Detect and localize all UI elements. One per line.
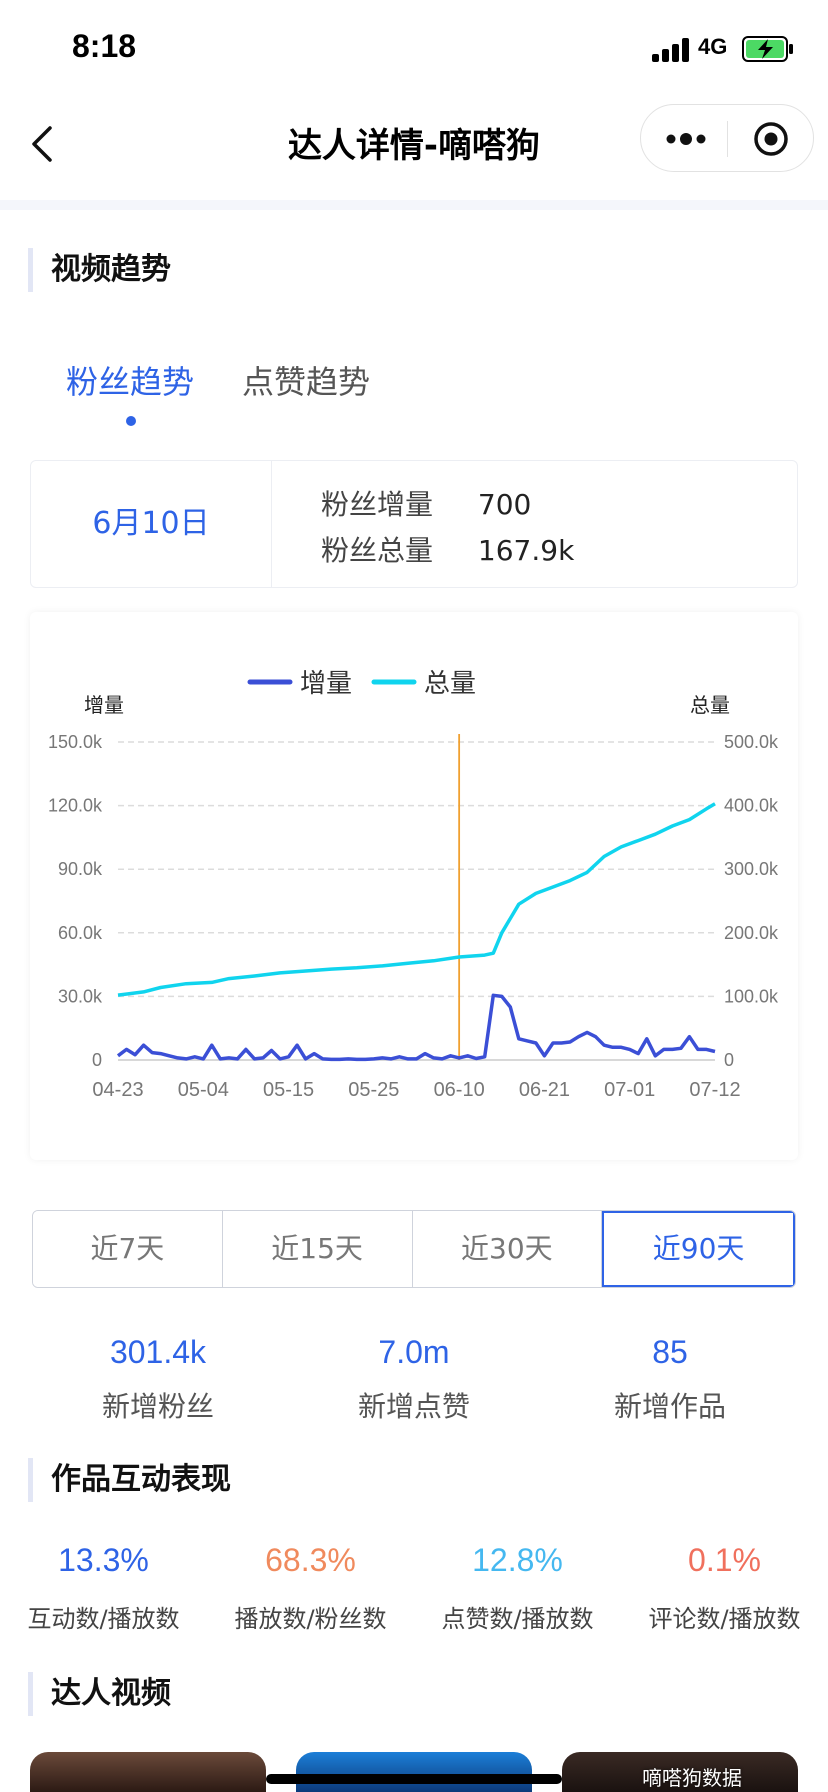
legend-label-increment: 增量 [300, 668, 352, 698]
fans-total-value: 167.9k [477, 534, 575, 567]
range-7-days[interactable]: 近7天 [33, 1211, 223, 1287]
range-30-days[interactable]: 近30天 [412, 1211, 603, 1287]
selected-date-card: 6月10日 粉丝增量 700 粉丝总量 167.9k [30, 460, 798, 588]
fans-total-row: 粉丝总量 167.9k [321, 529, 574, 569]
x-tick-label: 06-10 [434, 1079, 485, 1101]
section-title-interaction: 作品互动表现 [28, 1458, 231, 1502]
y-axis-title-left: 增量 [84, 694, 124, 717]
date-range-selector: 近7天 近15天 近30天 近90天 [32, 1210, 796, 1288]
y-tick-label-left: 60.0k [58, 923, 103, 943]
tab-fans-trend[interactable]: 粉丝趋势 [66, 363, 195, 401]
fans-increment-row: 粉丝增量 700 [321, 483, 531, 523]
metric-value: 12.8% [472, 1542, 563, 1578]
mini-program-capsule [640, 104, 814, 172]
fans-increment-label: 粉丝增量 [321, 488, 434, 521]
fans-trend-chart[interactable]: 增量 总量 增量 总量 0 30.0k 60.0k 90.0k 120.0k 150.0k 0 100… [30, 612, 798, 1160]
metric-comment-play-rate: 0.1% 评论数/播放数 [621, 1542, 828, 1634]
stat-new-fans-value: 301.4k [109, 1334, 207, 1370]
video-thumbnail[interactable] [30, 1752, 266, 1792]
stat-new-likes: 7.0m 新增点赞 [286, 1334, 542, 1425]
range-90-days[interactable]: 近90天 [602, 1211, 795, 1287]
stat-new-likes-value: 7.0m [378, 1334, 450, 1370]
y-axis-title-right: 总量 [690, 694, 730, 717]
fans-increment-value: 700 [477, 488, 532, 521]
y-tick-label-left: 120.0k [48, 796, 103, 816]
tab-likes-trend[interactable]: 点赞趋势 [242, 363, 371, 401]
more-dots-icon[interactable] [663, 127, 709, 151]
stat-new-fans: 301.4k 新增粉丝 [30, 1334, 286, 1425]
signal-icon [652, 38, 690, 62]
metric-play-fans-rate: 68.3% 播放数/粉丝数 [207, 1542, 414, 1634]
metric-label: 点赞数/播放数 [441, 1605, 594, 1633]
metric-interaction-rate: 13.3% 互动数/播放数 [0, 1542, 207, 1634]
series-line-increment [116, 993, 716, 1062]
battery-charging-icon [742, 36, 793, 62]
x-tick-label: 05-25 [348, 1079, 399, 1101]
metric-like-play-rate: 12.8% 点赞数/播放数 [414, 1542, 621, 1634]
section-title-video-trend: 视频趋势 [28, 248, 171, 292]
active-tab-indicator [126, 416, 136, 426]
y-tick-label-right: 300.0k [724, 859, 779, 879]
y-tick-label-right: 500.0k [724, 732, 779, 752]
home-indicator [266, 1774, 562, 1784]
status-time: 8:18 [72, 28, 137, 64]
x-tick-label: 07-01 [604, 1079, 655, 1101]
y-tick-label-left: 0 [92, 1050, 102, 1070]
y-tick-label-right: 200.0k [724, 923, 779, 943]
stat-new-works-label: 新增作品 [613, 1390, 726, 1423]
metric-label: 评论数/播放数 [648, 1605, 801, 1633]
metric-value: 68.3% [265, 1542, 356, 1578]
y-tick-label-right: 0 [724, 1050, 734, 1070]
header-divider [0, 200, 828, 210]
y-tick-label-left: 150.0k [48, 732, 103, 752]
close-target-icon[interactable] [751, 119, 791, 159]
stat-new-works-value: 85 [652, 1334, 688, 1370]
stat-new-fans-label: 新增粉丝 [101, 1390, 214, 1423]
video-thumbnail[interactable] [296, 1752, 532, 1792]
watermark-text: 嘀嗒狗数据 [642, 1766, 742, 1790]
metric-label: 播放数/粉丝数 [234, 1605, 387, 1633]
stat-new-likes-label: 新增点赞 [357, 1390, 470, 1423]
selected-date: 6月10日 [92, 506, 210, 541]
back-arrow-icon[interactable] [28, 122, 58, 166]
y-tick-label-left: 90.0k [58, 859, 103, 879]
x-tick-label: 05-15 [263, 1079, 314, 1101]
y-tick-label-left: 30.0k [58, 986, 103, 1006]
status-bar: 8:18 4G [0, 0, 828, 96]
network-label: 4G [698, 34, 728, 59]
metric-value: 13.3% [58, 1542, 149, 1578]
nav-bar: 达人详情-嘀嗒狗 [0, 96, 828, 200]
fans-total-label: 粉丝总量 [321, 534, 434, 567]
page-title: 达人详情-嘀嗒狗 [287, 126, 541, 166]
x-tick-label: 04-23 [92, 1079, 143, 1101]
x-tick-label: 07-12 [689, 1079, 740, 1101]
x-tick-label: 05-04 [178, 1079, 229, 1101]
series-line-total [117, 802, 716, 997]
x-tick-label: 06-21 [519, 1079, 570, 1101]
y-tick-label-right: 100.0k [724, 986, 779, 1006]
section-title-creator-videos: 达人视频 [28, 1672, 171, 1716]
range-15-days[interactable]: 近15天 [222, 1211, 413, 1287]
metric-label: 互动数/播放数 [27, 1605, 180, 1633]
legend-label-total: 总量 [424, 668, 476, 698]
stat-new-works: 85 新增作品 [542, 1334, 798, 1425]
metric-value: 0.1% [688, 1542, 761, 1578]
y-tick-label-right: 400.0k [724, 796, 779, 816]
video-thumbnail[interactable] [562, 1752, 798, 1792]
